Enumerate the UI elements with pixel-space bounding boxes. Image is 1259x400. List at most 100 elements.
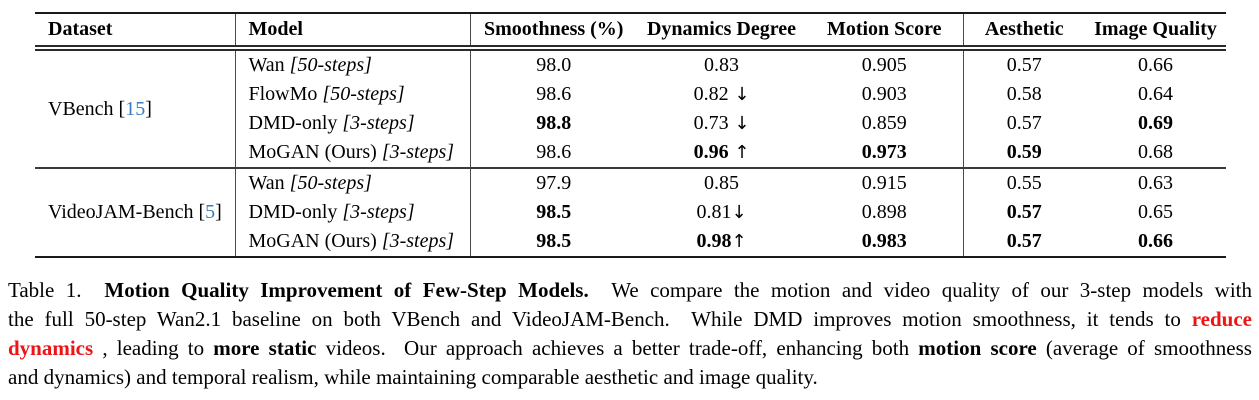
column-header-motion-score: Motion Score: [806, 13, 964, 51]
column-header-image-quality: Image Quality: [1085, 13, 1226, 51]
cell-smoothness: 98.5: [470, 198, 637, 227]
model-cell: DMD-only [3-steps]: [235, 198, 471, 227]
citation-link[interactable]: 15: [125, 97, 146, 120]
cell-smoothness: 98.6: [470, 80, 637, 109]
metric-value: 0.65: [1138, 201, 1173, 223]
metric-value: 0.85: [704, 172, 739, 194]
metric-value: 0.58: [1006, 83, 1042, 105]
cell-aesthetic: 0.57: [963, 109, 1085, 138]
metric-value: 0.64: [1138, 83, 1173, 105]
cell-image-quality: 0.66: [1085, 48, 1226, 80]
cell-image-quality: 0.65: [1085, 198, 1226, 227]
model-steps-label: [3-steps]: [342, 112, 415, 134]
table-row: FlowMo [50-steps] 98.6 0.82 ↓ 0.903 0.58 0.64: [35, 80, 1226, 109]
metric-value: 0.63: [1138, 172, 1173, 194]
caption-text: the full 50-step Wan2.1 baseline on both…: [8, 307, 1192, 331]
metric-value: 0.59: [1006, 141, 1042, 163]
metric-value: 98.6: [536, 83, 572, 105]
cell-smoothness: 98.6: [470, 138, 637, 168]
model-steps-label: [50-steps]: [322, 83, 405, 105]
model-cell: Wan [50-steps]: [235, 168, 471, 198]
cell-aesthetic: 0.57: [963, 227, 1085, 257]
caption-text: Table 1.: [8, 278, 105, 302]
model-steps-label: [50-steps]: [289, 54, 372, 76]
metric-value: 0.905: [861, 54, 907, 76]
model-name: MoGAN (Ours): [248, 141, 382, 163]
metric-value: 0.983: [861, 230, 907, 252]
metric-value: 0.83: [704, 54, 739, 76]
cell-motion-score: 0.973: [806, 138, 964, 168]
model-steps-label: [3-steps]: [381, 230, 455, 252]
column-header-dynamics-degree: Dynamics Degree: [637, 13, 806, 51]
cell-smoothness: 98.5: [470, 227, 637, 257]
cell-dynamics-degree: 0.82 ↓: [637, 80, 806, 109]
cell-aesthetic: 0.57: [963, 198, 1085, 227]
column-header-model: Model: [235, 13, 471, 51]
cell-motion-score: 0.983: [806, 227, 964, 257]
metric-value: 0.69: [1138, 112, 1173, 134]
down-arrow-icon: ↓: [731, 202, 747, 223]
column-header-smoothness: Smoothness (%): [470, 13, 637, 51]
cell-aesthetic: 0.57: [963, 48, 1085, 80]
metric-value: 0.82: [693, 83, 729, 105]
table-row: DMD-only [3-steps] 98.5 0.81↓ 0.898 0.57 0.65: [35, 198, 1226, 227]
metric-value: 0.81: [696, 201, 732, 223]
caption-bold-text: Motion Quality Improvement of Few-Step M…: [104, 278, 589, 302]
cell-motion-score: 0.859: [806, 109, 964, 138]
cell-dynamics-degree: 0.85: [637, 168, 806, 198]
caption-text: , leading to: [93, 336, 214, 360]
cell-aesthetic: 0.55: [963, 168, 1085, 198]
dataset-cell: VideoJAM-Bench [5]: [35, 168, 236, 257]
metric-value: 0.57: [1006, 230, 1042, 252]
model-name: DMD-only: [248, 201, 343, 223]
metric-value: 0.903: [861, 83, 907, 105]
model-steps-label: [3-steps]: [342, 201, 415, 223]
results-table: Dataset Model Smoothness (%) Dynamics Degre…: [35, 12, 1226, 258]
header-row: Dataset Model Smoothness (%) Dynamics Degre…: [35, 13, 1226, 51]
metric-value: 0.973: [861, 141, 907, 163]
citation-link[interactable]: 5: [205, 201, 216, 223]
model-name: Wan: [248, 54, 290, 76]
metric-value: 98.8: [536, 112, 572, 134]
cell-dynamics-degree: 0.83: [637, 48, 806, 80]
cell-image-quality: 0.66: [1085, 227, 1226, 257]
cell-aesthetic: 0.58: [963, 80, 1085, 109]
dataset-cell: VBench [15]: [35, 48, 236, 168]
dataset-group-videojam-bench: VideoJAM-Bench [5] Wan [50-steps] 97.9 0.85…: [35, 168, 1226, 257]
caption-text: videos. Our approach achieves a better t…: [316, 336, 919, 360]
caption-bold-text: more static: [213, 336, 317, 360]
cell-smoothness: 98.8: [470, 109, 637, 138]
caption-emphasis-red: reduce: [1191, 307, 1252, 331]
column-header-dataset: Dataset: [35, 13, 236, 51]
metric-value: 97.9: [536, 172, 572, 194]
cell-motion-score: 0.903: [806, 80, 964, 109]
caption-bold-text: motion score: [918, 336, 1037, 360]
table-row: VideoJAM-Bench [5] Wan [50-steps] 97.9 0.85…: [35, 168, 1226, 257]
cell-dynamics-degree: 0.73 ↓: [637, 109, 806, 138]
up-arrow-icon: ↑: [728, 142, 750, 163]
metric-value: 98.5: [536, 230, 572, 252]
model-name: Wan: [248, 172, 290, 194]
column-header-aesthetic: Aesthetic: [963, 13, 1085, 51]
cell-image-quality: 0.69: [1085, 109, 1226, 138]
metric-value: 0.859: [861, 112, 907, 134]
metric-value: 0.96: [693, 141, 729, 163]
cell-image-quality: 0.63: [1085, 168, 1226, 198]
table-row: MoGAN (Ours) [3-steps] 98.6 0.96 ↑ 0.973 0.5…: [35, 138, 1226, 168]
caption-text: and dynamics) and temporal realism, whil…: [8, 365, 818, 389]
metric-value: 0.57: [1006, 54, 1042, 76]
metric-value: 98.6: [536, 141, 572, 163]
table-row: VBench [15] Wan [50-steps] 98.0 0.83 0.905 0.…: [35, 48, 1226, 168]
table-row: MoGAN (Ours) [3-steps] 98.5 0.98↑ 0.983 0.57…: [35, 227, 1226, 257]
model-name: FlowMo: [248, 83, 323, 105]
model-cell: FlowMo [50-steps]: [235, 80, 471, 109]
caption-line-1: Table 1. Motion Quality Improvement of F…: [8, 276, 1252, 305]
model-name: DMD-only: [248, 112, 343, 134]
caption-line-2: the full 50-step Wan2.1 baseline on both…: [8, 305, 1252, 334]
dataset-group-vbench: VBench [15] Wan [50-steps] 98.0 0.83 0.905 0.…: [35, 48, 1226, 168]
table-row: DMD-only [3-steps] 98.8 0.73 ↓ 0.859 0.57 0.6…: [35, 109, 1226, 138]
metric-value: 0.98: [696, 230, 732, 252]
cell-motion-score: 0.898: [806, 198, 964, 227]
caption-text: We compare the motion and video quality …: [588, 278, 1252, 302]
up-arrow-icon: ↑: [731, 231, 747, 252]
